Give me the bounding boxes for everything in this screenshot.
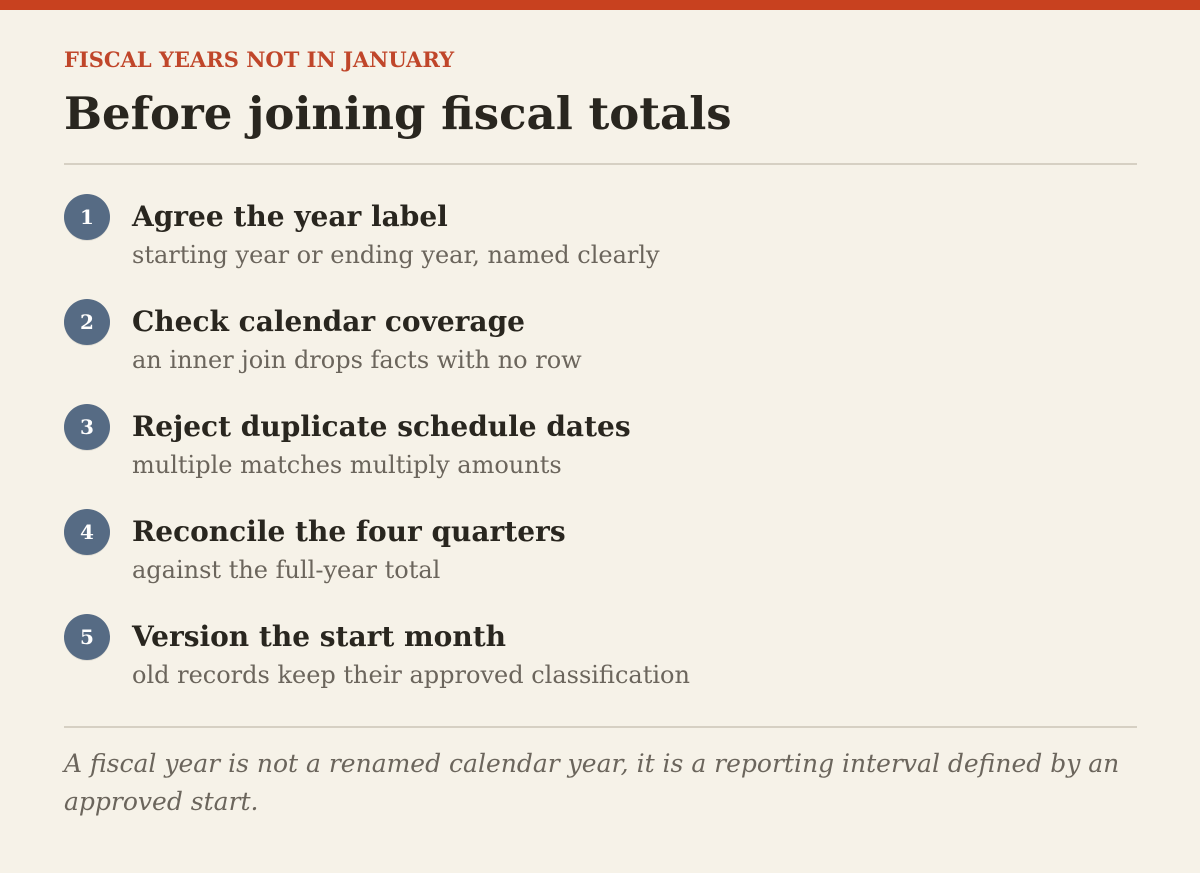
step-item-4: 4 Reconcile the four quarters against th… — [64, 508, 1137, 598]
step-title: Agree the year label — [132, 200, 448, 233]
step-item-2: 2 Check calendar coverage an inner join … — [64, 298, 1137, 388]
eyebrow-label: FISCAL YEARS NOT IN JANUARY — [64, 47, 455, 72]
step-number-badge: 3 — [64, 404, 110, 450]
page-title: Before joining fiscal totals — [64, 87, 732, 140]
step-item-1: 1 Agree the year label starting year or … — [64, 193, 1137, 283]
step-subtitle: an inner join drops facts with no row — [132, 346, 582, 374]
step-subtitle: against the full-year total — [132, 556, 441, 584]
step-item-3: 3 Reject duplicate schedule dates multip… — [64, 403, 1137, 493]
step-subtitle: starting year or ending year, named clea… — [132, 241, 660, 269]
top-accent-bar — [0, 0, 1200, 10]
step-number-badge: 1 — [64, 194, 110, 240]
step-number-badge: 2 — [64, 299, 110, 345]
step-title: Check calendar coverage — [132, 305, 525, 338]
step-number-badge: 5 — [64, 614, 110, 660]
step-title: Version the start month — [132, 620, 506, 653]
step-subtitle: old records keep their approved classifi… — [132, 661, 690, 689]
step-number-badge: 4 — [64, 509, 110, 555]
bottom-divider — [64, 726, 1137, 728]
footnote: A fiscal year is not a renamed calendar … — [64, 749, 1120, 816]
step-title: Reject duplicate schedule dates — [132, 410, 631, 443]
step-item-5: 5 Version the start month old records ke… — [64, 613, 1137, 703]
top-divider — [64, 163, 1137, 165]
step-subtitle: multiple matches multiply amounts — [132, 451, 562, 479]
step-title: Reconcile the four quarters — [132, 515, 566, 548]
